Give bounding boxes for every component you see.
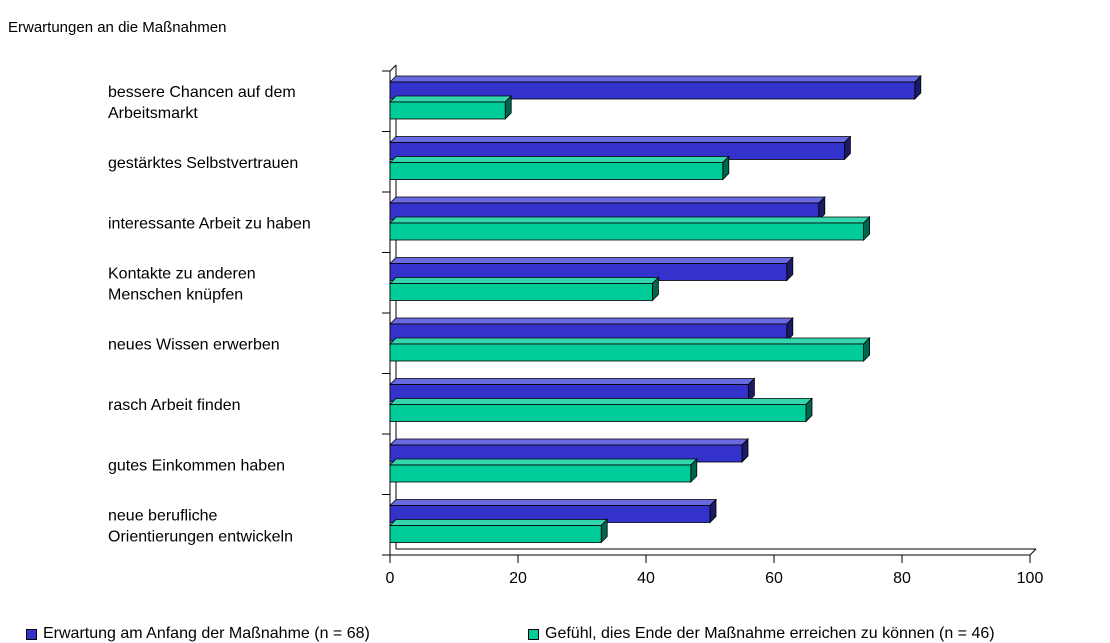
bar <box>389 95 513 120</box>
category-label: bessere Chancen auf dem <box>108 84 296 101</box>
category-label: Kontakte zu anderen <box>108 265 256 282</box>
bar-front-face <box>389 343 865 362</box>
legend-item-series-1: Erwartung am Anfang der Maßnahme (n = 68… <box>26 625 370 643</box>
category-label: Orientierungen entwickeln <box>108 528 293 545</box>
bar-top-face <box>389 499 717 506</box>
bar-top-face <box>389 196 826 204</box>
bar-top-face <box>389 317 794 325</box>
bar <box>389 317 794 342</box>
bar <box>389 498 717 524</box>
bar <box>389 337 871 362</box>
bar <box>389 75 922 100</box>
bar-top-face <box>389 95 513 103</box>
bar-front-face <box>389 222 865 241</box>
bar-top-face <box>389 519 609 526</box>
bar-chart: 0 20 40 60 80 100 bessere Chancen auf dem Arbei… <box>108 64 1044 587</box>
x-tick-label: 40 <box>637 570 655 587</box>
bar <box>389 438 749 463</box>
bar-top-face <box>389 438 749 446</box>
category-label: interessante Arbeit zu haben <box>108 215 311 232</box>
bar <box>389 276 660 302</box>
legend-item-series-2: Gefühl, dies Ende der Maßnahme erreichen… <box>528 625 995 643</box>
category-label: gutes Einkommen haben <box>108 457 285 474</box>
x-tick-label: 0 <box>386 570 395 587</box>
bar-front-face <box>389 101 506 120</box>
x-tick-label: 80 <box>893 570 911 587</box>
bar-top-face <box>389 136 852 143</box>
bar <box>389 458 698 483</box>
category-label: neues Wissen erwerben <box>108 336 280 353</box>
bar-top-face <box>389 378 756 385</box>
axis-top-depth-line <box>389 64 397 72</box>
bar-front-face <box>389 464 692 483</box>
bar-top-face <box>389 398 813 405</box>
bar-top-face <box>389 458 698 466</box>
bar-top-face <box>389 337 871 345</box>
bar <box>389 135 852 161</box>
x-tick-label: 100 <box>1017 570 1044 587</box>
bar-front-face <box>389 162 724 180</box>
legend-swatch-series-1 <box>26 628 37 640</box>
bar-top-face <box>389 75 922 83</box>
bar-front-face <box>389 404 807 422</box>
bar <box>389 155 730 181</box>
legend: Erwartung am Anfang der Maßnahme (n = 68… <box>0 625 1110 643</box>
category-label: neue berufliche <box>108 507 218 524</box>
bar-front-face <box>389 525 602 543</box>
bar-top-face <box>389 277 660 284</box>
chart-title: Erwartungen an die Maßnahmen <box>8 19 227 36</box>
category-label: Menschen knüpfen <box>108 286 243 303</box>
bar-front-face <box>389 81 916 100</box>
floor-right-depth-line <box>1029 548 1037 556</box>
bar <box>389 216 871 241</box>
x-tick-label: 60 <box>765 570 783 587</box>
bar-top-face <box>389 216 871 224</box>
bar-top-face <box>389 156 730 163</box>
category-label: gestärktes Selbstvertrauen <box>108 155 298 172</box>
category-label: Arbeitsmarkt <box>108 105 198 122</box>
category-label: rasch Arbeit finden <box>108 397 241 414</box>
legend-label-series-2: Gefühl, dies Ende der Maßnahme erreichen… <box>545 625 995 642</box>
bar-front-face <box>389 283 653 301</box>
bar <box>389 397 813 423</box>
bar-top-face <box>389 257 794 264</box>
bar <box>389 518 609 544</box>
bar <box>389 256 794 282</box>
bar <box>389 377 756 403</box>
bar <box>389 196 826 221</box>
legend-swatch-series-2 <box>528 628 539 640</box>
legend-label-series-1: Erwartung am Anfang der Maßnahme (n = 68… <box>43 625 370 642</box>
x-tick-label: 20 <box>509 570 527 587</box>
